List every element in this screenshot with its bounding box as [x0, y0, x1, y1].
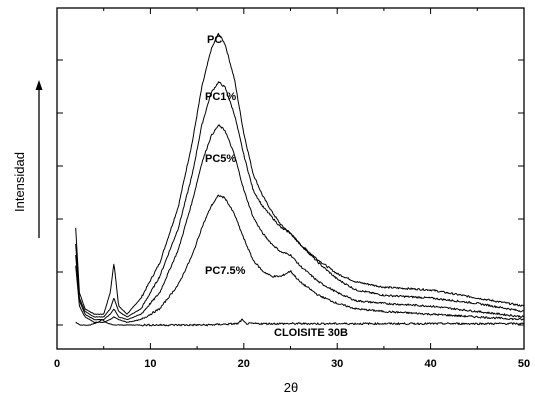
series-line-pc [75, 32, 525, 315]
axes-group: 0 10 20 30 40 50 [54, 7, 530, 370]
x-axis-title: 2θ [284, 380, 298, 395]
series-line-pc7-5 [75, 194, 525, 324]
annotation-pc: PC [207, 34, 222, 46]
x-tick-label: 30 [331, 358, 343, 370]
series-line-cloisite-30b [75, 318, 525, 327]
annotation-pc7-5: PC7.5% [205, 265, 246, 277]
x-tick-label: 40 [424, 358, 436, 370]
labels-group: PC PC1% PC5% PC7.5% CLOISITE 30B 2θ Inte… [12, 34, 348, 395]
series-line-pc1 [75, 81, 525, 318]
series-line-pc5 [75, 124, 525, 321]
x-tick-label: 20 [238, 358, 250, 370]
annotation-cloisite-30b: CLOISITE 30B [274, 327, 348, 339]
y-axis-arrow-head [35, 80, 43, 90]
x-tick-label: 10 [144, 358, 156, 370]
x-tick-label: 0 [54, 358, 60, 370]
annotation-pc5: PC5% [205, 153, 236, 165]
x-tick-label: 50 [518, 358, 530, 370]
plot-area [75, 32, 525, 327]
plot-frame [56, 7, 525, 350]
y-axis-title: Intensidad [12, 152, 27, 212]
annotation-pc1: PC1% [205, 91, 236, 103]
